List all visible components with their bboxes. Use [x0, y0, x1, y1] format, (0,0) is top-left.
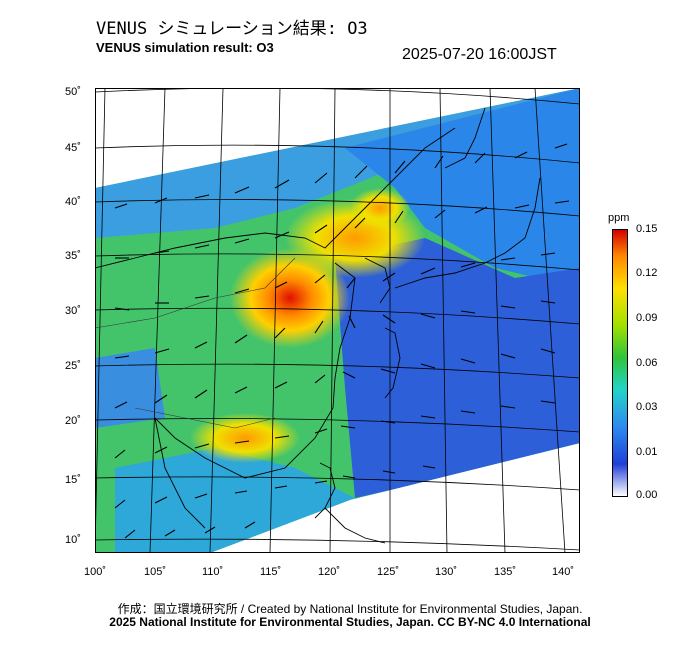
lat-tick-20: 20˚ [65, 415, 81, 427]
lon-tick-100: 100˚ [84, 566, 107, 578]
lon-tick-110: 110˚ [202, 566, 224, 578]
colorbar-label-0.03: 0.03 [636, 401, 658, 413]
lat-tick-25: 25˚ [65, 360, 81, 372]
credit-creator: 作成：国立環境研究所 / Created by National Institu… [117, 602, 583, 616]
map-frame [95, 88, 580, 553]
colorbar-label-0.09: 0.09 [636, 312, 658, 324]
lat-tick-50: 50˚ [65, 86, 81, 98]
colorbar [612, 229, 628, 497]
map-title-english: VENUS simulation result: O3 [96, 40, 274, 55]
lon-tick-125: 125˚ [377, 566, 400, 578]
coastlines [95, 107, 541, 544]
lon-tick-130: 130˚ [435, 566, 458, 578]
forecast-timestamp: 2025-07-20 16:00JST [402, 46, 557, 63]
colorbar-label-0.01: 0.01 [636, 446, 658, 458]
borders [95, 257, 296, 429]
credit-license: 2025 National Institute for Environmenta… [109, 615, 591, 629]
lat-tick-10: 10˚ [65, 534, 81, 546]
wind-vectors [114, 143, 570, 539]
lon-tick-105: 105˚ [144, 566, 167, 578]
colorbar-unit-label: ppm [608, 212, 630, 224]
colorbar-label-0.00: 0.00 [636, 489, 658, 501]
lat-tick-30: 30˚ [65, 305, 81, 317]
colorbar-label-0.15: 0.15 [636, 223, 658, 235]
lat-tick-45: 45˚ [65, 142, 81, 154]
lon-tick-115: 115˚ [260, 566, 282, 578]
lat-tick-15: 15˚ [65, 474, 81, 486]
lon-tick-120: 120˚ [318, 566, 341, 578]
ozone-map [95, 88, 580, 553]
lon-tick-135: 135˚ [494, 566, 517, 578]
lat-tick-40: 40˚ [65, 196, 81, 208]
colorbar-label-0.06: 0.06 [636, 357, 658, 369]
colorbar-label-0.12: 0.12 [636, 267, 658, 279]
map-title-japanese: VENUS シミュレーション結果: O3 [96, 19, 368, 39]
lat-tick-35: 35˚ [65, 250, 81, 262]
lon-tick-140: 140˚ [552, 566, 575, 578]
